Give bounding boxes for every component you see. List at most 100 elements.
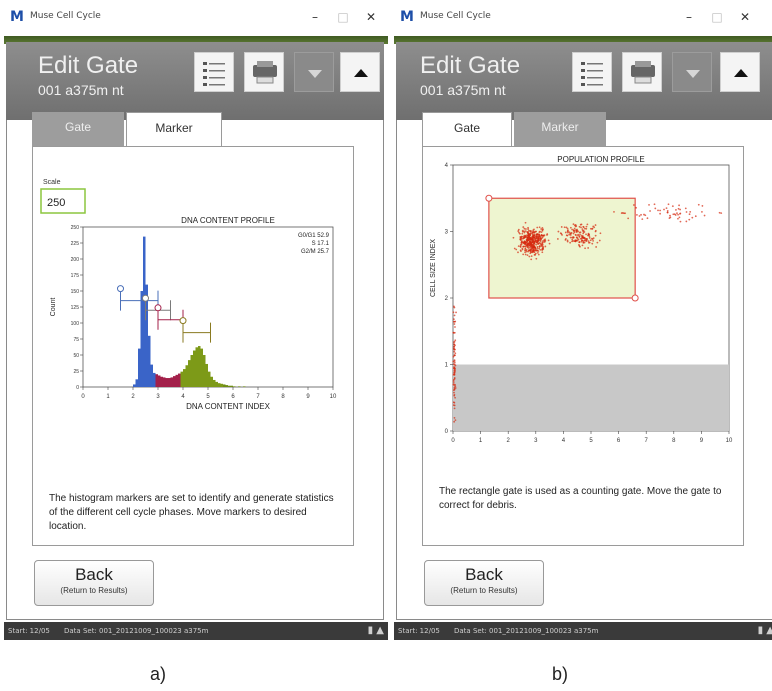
list-button[interactable] xyxy=(572,52,612,92)
tab-gate[interactable]: Gate xyxy=(32,112,124,146)
cell-event xyxy=(580,226,582,229)
chart-title: POPULATION PROFILE xyxy=(557,155,644,164)
histogram-bar xyxy=(223,384,226,387)
cell-event xyxy=(684,207,687,210)
back-button[interactable]: Back (Return to Results) xyxy=(34,560,154,606)
cell-event xyxy=(582,232,585,235)
cell-event xyxy=(453,354,456,357)
gate-handle xyxy=(631,294,639,302)
histogram-bar xyxy=(193,350,196,387)
scale-input-frame[interactable] xyxy=(40,188,86,214)
minimize-button[interactable]: – xyxy=(312,10,318,24)
cell-event xyxy=(522,237,525,240)
print-button[interactable] xyxy=(622,52,662,92)
cell-event xyxy=(453,407,456,410)
cell-event xyxy=(573,227,576,230)
cell-event xyxy=(591,227,594,230)
cell-event xyxy=(578,241,581,244)
cell-event xyxy=(452,373,455,376)
cell-event xyxy=(454,387,457,389)
close-button[interactable]: ✕ xyxy=(365,10,377,24)
cell-event xyxy=(524,221,527,224)
histogram-bar xyxy=(238,386,241,387)
cell-event xyxy=(525,249,528,251)
tab-gate[interactable]: Gate xyxy=(422,112,512,146)
minimize-button[interactable]: – xyxy=(686,10,692,24)
marker-grip xyxy=(179,317,187,325)
caption-a: a) xyxy=(150,664,167,684)
maximize-button[interactable]: □ xyxy=(337,10,349,24)
close-button[interactable]: ✕ xyxy=(739,10,751,24)
cell-event xyxy=(598,239,601,242)
cell-event xyxy=(666,209,669,212)
cell-event xyxy=(593,226,596,229)
cell-event xyxy=(452,380,455,382)
cell-event xyxy=(520,241,523,244)
cell-event xyxy=(517,251,519,254)
histogram-bar xyxy=(133,384,136,387)
cell-event xyxy=(454,383,456,386)
cell-event xyxy=(539,242,542,245)
cell-event xyxy=(641,218,644,221)
cell-event xyxy=(627,217,630,220)
cell-event xyxy=(720,212,723,214)
maximize-button[interactable]: □ xyxy=(711,10,723,24)
network-icon: ▲ xyxy=(766,625,772,636)
cell-event xyxy=(453,323,456,325)
expand-down-button[interactable] xyxy=(672,52,712,92)
cell-event xyxy=(452,355,455,358)
cell-event xyxy=(582,226,585,229)
cell-event xyxy=(453,420,456,423)
cell-event xyxy=(718,211,721,214)
cell-event xyxy=(453,305,455,308)
cell-event xyxy=(677,217,679,220)
cell-event xyxy=(648,203,650,206)
caption-b: b) xyxy=(552,664,569,684)
histogram-bar xyxy=(220,383,223,387)
cell-event xyxy=(453,361,456,364)
cell-event xyxy=(527,226,529,229)
histogram-bar xyxy=(175,374,178,387)
cell-event xyxy=(587,247,590,249)
list-button[interactable] xyxy=(194,52,234,92)
back-button[interactable]: Back (Return to Results) xyxy=(424,560,544,606)
cell-event xyxy=(649,210,651,212)
collapse-up-button[interactable] xyxy=(720,52,760,92)
cell-event xyxy=(585,227,588,230)
cell-event xyxy=(534,252,537,255)
histogram-bar xyxy=(205,363,208,387)
y-tick-label: 225 xyxy=(71,241,80,247)
cell-event xyxy=(640,213,642,216)
cell-event xyxy=(571,240,573,243)
cell-event xyxy=(534,237,537,240)
expand-down-button[interactable] xyxy=(294,52,334,92)
page-title: Edit Gate xyxy=(420,52,521,79)
cell-event xyxy=(530,238,532,241)
cell-event xyxy=(536,226,539,229)
cell-event xyxy=(527,234,530,237)
title-bar: M Muse Cell Cycle – □ ✕ xyxy=(394,0,772,36)
cell-event xyxy=(583,237,585,240)
tab-marker[interactable]: Marker xyxy=(514,112,606,146)
cell-event xyxy=(529,250,532,253)
tab-marker[interactable]: Marker xyxy=(126,112,222,146)
cell-event xyxy=(594,234,597,237)
title-bar: M Muse Cell Cycle – □ ✕ xyxy=(4,0,388,36)
collapse-up-button[interactable] xyxy=(340,52,380,92)
gate-panel: POPULATION PROFILE 0 1 2 3 4 5 6 7 8 9 10 0 1 2 3 4 DNA C… xyxy=(422,146,744,546)
histogram-bar xyxy=(215,381,218,387)
cell-event xyxy=(584,239,587,242)
x-tick-label: 7 xyxy=(645,438,649,444)
cell-event xyxy=(659,212,661,215)
cell-event xyxy=(521,230,524,233)
cell-event xyxy=(538,247,541,250)
cell-event xyxy=(579,245,581,248)
cell-event xyxy=(537,253,540,256)
window-b: M Muse Cell Cycle – □ ✕ Edit Gate 001 a3… xyxy=(394,0,772,641)
histogram-bar xyxy=(200,348,203,387)
scale-input[interactable]: 250 xyxy=(47,197,65,209)
header-bar: Edit Gate 001 a375m nt xyxy=(6,42,384,120)
cell-event xyxy=(452,378,455,381)
y-tick-label: 100 xyxy=(71,321,80,327)
print-button[interactable] xyxy=(244,52,284,92)
